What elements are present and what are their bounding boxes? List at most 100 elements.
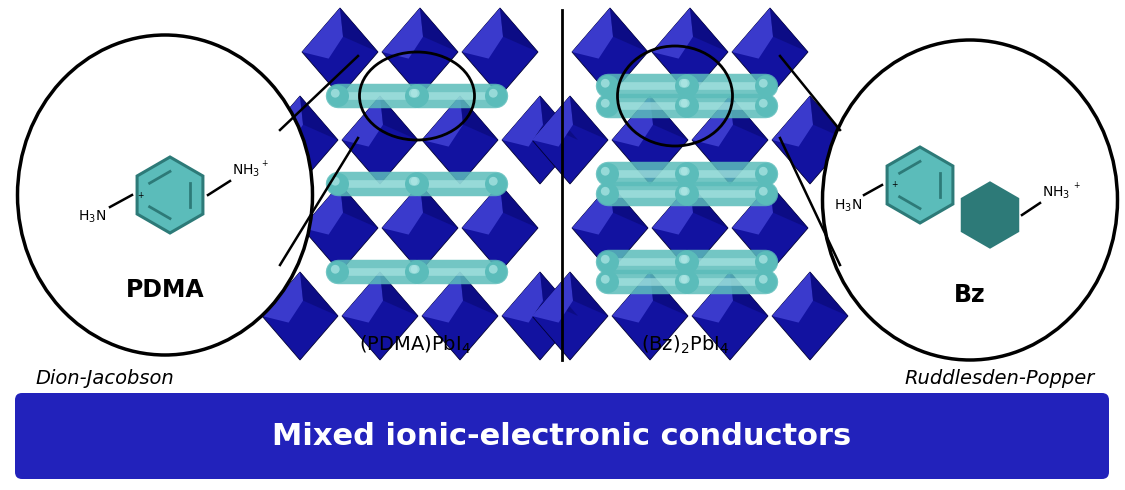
Polygon shape (572, 184, 613, 235)
Circle shape (755, 271, 777, 293)
FancyBboxPatch shape (15, 393, 1109, 479)
Circle shape (405, 85, 428, 107)
Polygon shape (380, 96, 418, 140)
Circle shape (677, 95, 699, 117)
Circle shape (677, 75, 699, 97)
Polygon shape (692, 272, 734, 322)
Text: $\mathregular{NH_3}$: $\mathregular{NH_3}$ (232, 163, 260, 179)
Circle shape (678, 255, 687, 264)
Polygon shape (732, 184, 808, 272)
Text: $^+$: $^+$ (890, 180, 899, 190)
Circle shape (411, 265, 420, 273)
Circle shape (601, 255, 610, 264)
Polygon shape (572, 8, 613, 59)
Polygon shape (422, 96, 464, 147)
Polygon shape (420, 184, 458, 228)
Polygon shape (810, 272, 848, 316)
Polygon shape (262, 96, 338, 184)
Polygon shape (462, 8, 503, 59)
Polygon shape (137, 157, 202, 233)
Text: $\mathregular{NH_3}$: $\mathregular{NH_3}$ (1042, 185, 1070, 201)
Circle shape (675, 163, 698, 185)
Polygon shape (420, 8, 458, 52)
Circle shape (411, 89, 420, 98)
Circle shape (597, 75, 619, 97)
Circle shape (681, 187, 690, 196)
Circle shape (678, 187, 687, 196)
Text: Mixed ionic-electronic conductors: Mixed ionic-electronic conductors (272, 421, 852, 450)
Polygon shape (500, 8, 538, 52)
Polygon shape (570, 96, 608, 140)
Polygon shape (888, 147, 953, 223)
Circle shape (405, 173, 428, 195)
Circle shape (597, 95, 619, 117)
Polygon shape (532, 96, 573, 147)
Circle shape (331, 89, 340, 98)
Polygon shape (692, 96, 768, 184)
Polygon shape (302, 8, 378, 96)
Circle shape (489, 89, 497, 98)
Polygon shape (692, 272, 768, 360)
Polygon shape (732, 8, 773, 59)
Polygon shape (690, 184, 728, 228)
Circle shape (677, 271, 699, 293)
Circle shape (681, 99, 690, 108)
Polygon shape (732, 184, 773, 235)
Text: PDMA: PDMA (126, 278, 205, 302)
Polygon shape (730, 96, 768, 140)
Text: $^+$: $^+$ (136, 191, 145, 201)
Polygon shape (342, 96, 418, 184)
Circle shape (407, 85, 429, 107)
Ellipse shape (18, 35, 313, 355)
Polygon shape (610, 8, 648, 52)
Circle shape (405, 261, 428, 283)
Circle shape (675, 75, 698, 97)
Circle shape (601, 167, 610, 175)
Polygon shape (652, 8, 728, 96)
Circle shape (675, 183, 698, 205)
Circle shape (331, 177, 340, 186)
Circle shape (759, 99, 767, 108)
Circle shape (755, 95, 777, 117)
Polygon shape (380, 272, 418, 316)
Polygon shape (262, 272, 303, 322)
Polygon shape (502, 272, 543, 322)
Polygon shape (612, 96, 688, 184)
Polygon shape (382, 8, 423, 59)
Circle shape (681, 167, 690, 175)
Polygon shape (422, 272, 464, 322)
Polygon shape (500, 184, 538, 228)
Polygon shape (502, 272, 578, 360)
Polygon shape (772, 96, 848, 184)
Circle shape (759, 79, 767, 88)
Polygon shape (572, 8, 648, 96)
Circle shape (601, 79, 610, 88)
Polygon shape (532, 272, 573, 322)
Circle shape (755, 75, 777, 97)
Polygon shape (502, 96, 543, 147)
Polygon shape (502, 96, 578, 184)
Circle shape (597, 183, 619, 205)
Polygon shape (460, 96, 498, 140)
Polygon shape (460, 272, 498, 316)
Circle shape (678, 79, 687, 88)
Circle shape (489, 265, 497, 273)
Polygon shape (342, 272, 383, 322)
Polygon shape (652, 184, 693, 235)
Polygon shape (770, 8, 808, 52)
Polygon shape (650, 96, 688, 140)
Ellipse shape (822, 40, 1117, 360)
Polygon shape (302, 184, 343, 235)
Circle shape (327, 85, 349, 107)
Circle shape (408, 177, 417, 186)
Circle shape (759, 167, 767, 175)
Polygon shape (652, 8, 693, 59)
Polygon shape (462, 8, 538, 96)
Circle shape (407, 261, 429, 283)
Circle shape (597, 271, 619, 293)
Circle shape (485, 173, 507, 195)
Circle shape (597, 163, 619, 185)
Text: Bz: Bz (954, 283, 986, 307)
Text: $({\rm PDMA}){\rm PbI_4}$: $({\rm PDMA}){\rm PbI_4}$ (359, 334, 471, 356)
Circle shape (327, 261, 349, 283)
